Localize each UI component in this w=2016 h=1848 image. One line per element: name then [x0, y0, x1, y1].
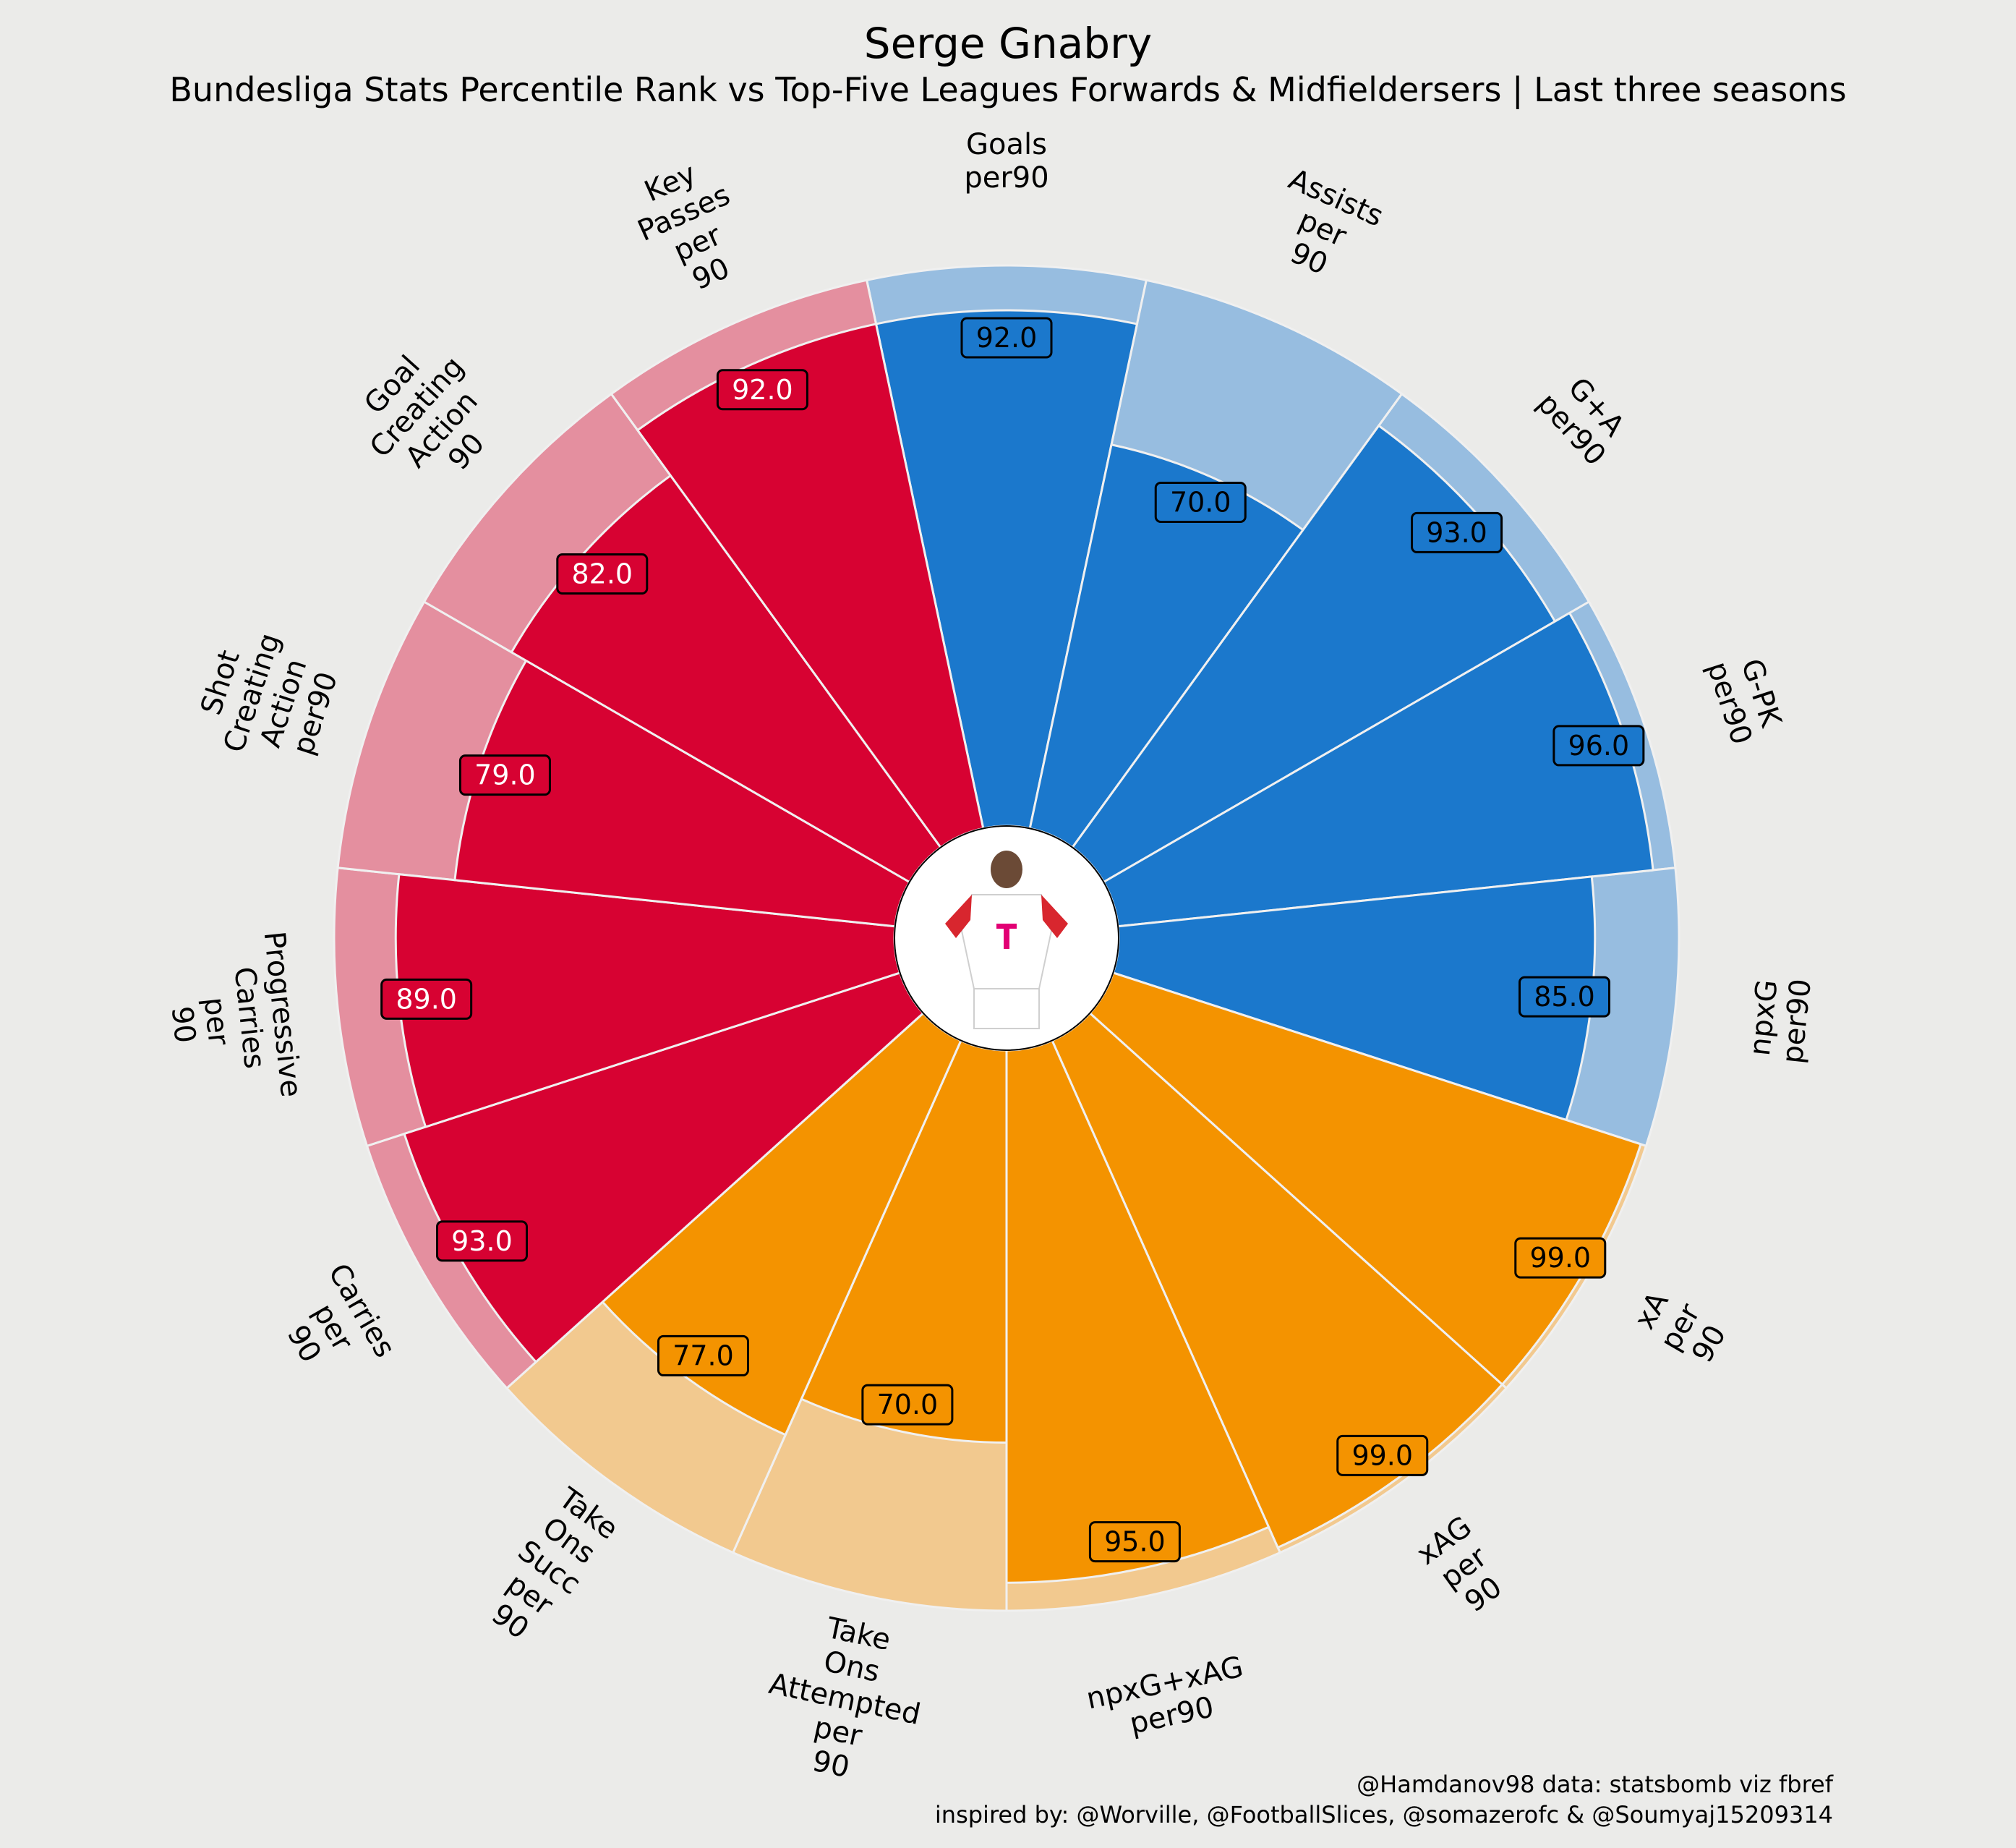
- category-label-goals-per90: Goals per90: [964, 128, 1048, 195]
- value-label-g-a-per90: 93.0: [1411, 511, 1503, 553]
- value-label-progressive-carries-per-90: 89.0: [380, 978, 473, 1020]
- value-label-take-ons-attempted-per-90: 70.0: [861, 1384, 954, 1426]
- crest-stem: [1004, 924, 1009, 949]
- value-label-take-ons-succ-per-90: 77.0: [657, 1334, 749, 1376]
- category-label-line: per: [197, 995, 236, 1047]
- value-box: [380, 978, 473, 1020]
- value-labels: 92.0 70.0 93.0 96.0 85.0 99.0 99.0 95.0 70.0 77.0…: [380, 317, 1645, 1563]
- value-text: 82.0: [571, 558, 633, 589]
- value-box: [716, 369, 808, 411]
- shorts-shape: [973, 988, 1040, 1029]
- value-label-npxg-per90: 85.0: [1519, 976, 1611, 1018]
- value-label-shot-creating-action-per90: 79.0: [458, 754, 551, 796]
- slice-bars: [394, 309, 1654, 1584]
- value-text: 95.0: [1104, 1526, 1166, 1558]
- value-box: [1552, 725, 1645, 767]
- category-label-npxg-per90: npxGper90: [1743, 974, 1818, 1065]
- value-label-key-passes-per-90: 92.0: [716, 369, 808, 411]
- credit-line-1: @Hamdanov98 data: statsbomb viz fbref: [1357, 1771, 1834, 1798]
- value-box: [1411, 511, 1503, 553]
- left-sleeve-shape: [945, 895, 972, 938]
- value-box: [435, 1220, 528, 1262]
- value-label-carries-per-90: 93.0: [435, 1220, 528, 1262]
- value-label-npxg-xag-per90: 95.0: [1088, 1521, 1181, 1563]
- value-label-g-pk-per90: 96.0: [1552, 725, 1645, 767]
- value-text: 92.0: [732, 374, 793, 406]
- player-photo: [894, 825, 1119, 1051]
- value-text: 99.0: [1351, 1439, 1413, 1471]
- value-box: [556, 553, 649, 595]
- chart-subtitle: Bundesliga Stats Percentile Rank vs Top-…: [169, 70, 1846, 110]
- value-box: [861, 1384, 954, 1426]
- category-label-line: npxG: [1743, 978, 1785, 1057]
- value-text: 99.0: [1529, 1242, 1591, 1274]
- value-box: [657, 1334, 749, 1376]
- right-sleeve-shape: [1041, 895, 1068, 938]
- value-box: [1336, 1434, 1429, 1476]
- category-label-line: 90: [809, 1745, 852, 1785]
- value-box: [1154, 482, 1247, 524]
- chart-title: Serge Gnabry: [864, 19, 1153, 68]
- credit-line-2: inspired by: @Worville, @FootballSlices,…: [935, 1801, 1833, 1828]
- value-text: 85.0: [1534, 981, 1595, 1013]
- value-text: 93.0: [451, 1225, 513, 1257]
- value-text: 89.0: [396, 983, 457, 1015]
- value-label-goal-creating-action-90: 82.0: [556, 553, 649, 595]
- value-box: [1519, 976, 1611, 1018]
- value-box: [960, 317, 1053, 359]
- value-text: 77.0: [672, 1340, 734, 1371]
- value-text: 92.0: [976, 322, 1038, 354]
- value-text: 79.0: [474, 759, 536, 791]
- category-label-line: 90: [165, 1005, 202, 1044]
- value-box: [1514, 1237, 1607, 1279]
- category-label-line: per90: [964, 161, 1048, 195]
- player-figure-icon: [945, 851, 1068, 1029]
- value-text: 70.0: [1170, 487, 1231, 519]
- value-text: 93.0: [1426, 516, 1487, 548]
- category-label-line: Goals: [966, 128, 1047, 161]
- head-shape: [991, 851, 1022, 888]
- value-label-xag-per-90: 99.0: [1336, 1434, 1429, 1476]
- value-text: 70.0: [877, 1389, 939, 1421]
- value-label-assists-per-90: 70.0: [1154, 482, 1247, 524]
- value-label-goals-per90: 92.0: [960, 317, 1053, 359]
- value-box: [458, 754, 551, 796]
- value-label-xa-per-90: 99.0: [1514, 1237, 1607, 1279]
- value-text: 96.0: [1568, 730, 1630, 762]
- value-box: [1088, 1521, 1181, 1563]
